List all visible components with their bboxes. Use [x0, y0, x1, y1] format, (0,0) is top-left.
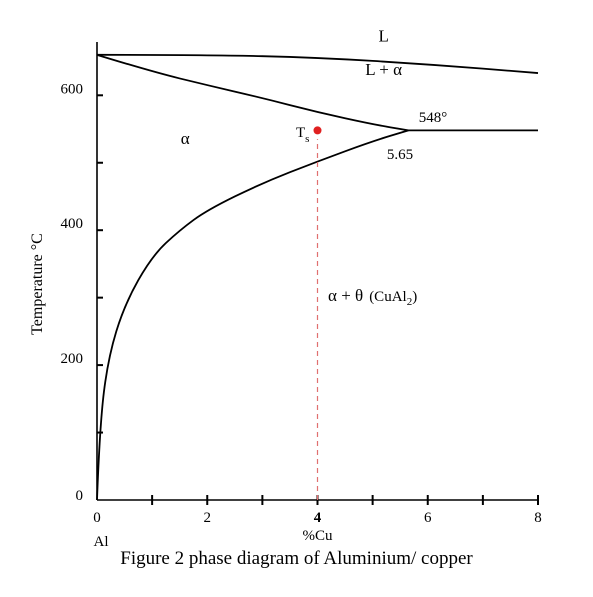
x-tick-label: 0 [93, 510, 101, 526]
region-label: α + θ (CuAl2) [328, 286, 417, 308]
y-tick-label: 400 [61, 216, 84, 232]
x-tick-label: 8 [534, 510, 542, 526]
y-tick-label: 200 [61, 351, 84, 367]
region-label: L [378, 26, 388, 45]
y-tick-label: 0 [76, 488, 84, 504]
region-labels: L L + α α α + θ (CuAl2) 548° 5.65 Ts [181, 26, 448, 308]
y-axis-label: Temperature °C [29, 233, 46, 335]
eutectic-composition-label: 5.65 [387, 147, 413, 163]
figure-caption: Figure 2 phase diagram of Aluminium/ cop… [120, 548, 473, 569]
solidus-curve [96, 53, 409, 132]
x-tick-label: 4 [314, 510, 322, 526]
y-tick-label: 600 [61, 81, 84, 97]
axes: 0 2 4 6 8 0 200 400 600 Temperature °C %Cu Al [29, 42, 542, 550]
phase-curves [96, 53, 539, 501]
region-label: L + α [365, 60, 402, 79]
liquidus-curve [96, 53, 539, 74]
x-tick-label: 6 [424, 510, 432, 526]
x-tick-label: 2 [204, 510, 212, 526]
region-label: α [181, 129, 190, 148]
solvus-curve [96, 129, 409, 501]
eutectic-temperature-label: 548° [419, 110, 448, 126]
x-axis-label: %Cu [303, 528, 334, 544]
x-origin-label: Al [94, 534, 109, 550]
ts-label: Ts [296, 125, 309, 145]
ts-point [313, 126, 322, 135]
